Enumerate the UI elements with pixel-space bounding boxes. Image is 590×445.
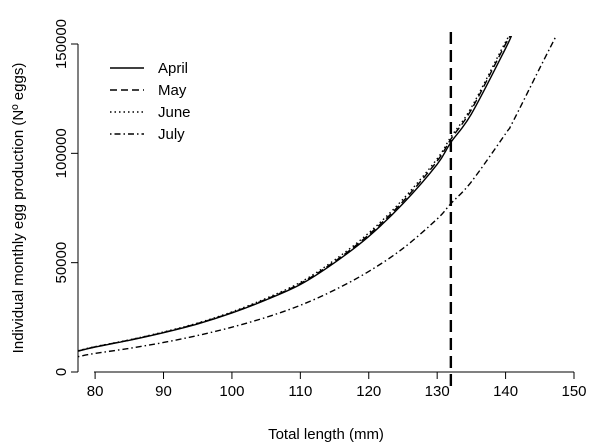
series-lines [78,36,557,358]
x-tick-label: 110 [288,383,312,400]
series-line-june [78,36,510,352]
x-tick-label: 100 [219,383,244,400]
legend-label-july: July [158,126,185,143]
x-tick-label: 80 [87,383,104,400]
x-tick-label: 120 [356,383,381,400]
series-line-april [78,36,513,352]
x-tick-label: 130 [425,383,450,400]
legend-label-april: April [158,60,188,77]
y-tick-label: 0 [53,368,70,376]
y-axis-ticks: 0 50000 100000 150000 [53,19,78,376]
x-tick-label: 150 [561,383,586,400]
y-axis-label: Individual monthly egg production (Nº eg… [10,63,27,354]
series-line-may [78,36,511,352]
x-tick-label: 140 [493,383,518,400]
legend-label-june: June [158,104,191,121]
y-tick-label: 50000 [53,242,70,284]
legend-label-may: May [158,82,187,99]
x-axis-ticks: 80 90 100 110 120 130 140 150 [87,372,587,400]
x-tick-label: 90 [155,383,172,400]
legend: April May June July [110,60,191,143]
y-tick-label: 150000 [53,19,70,69]
y-tick-label: 100000 [53,128,70,178]
x-axis-label: Total length (mm) [268,426,384,443]
